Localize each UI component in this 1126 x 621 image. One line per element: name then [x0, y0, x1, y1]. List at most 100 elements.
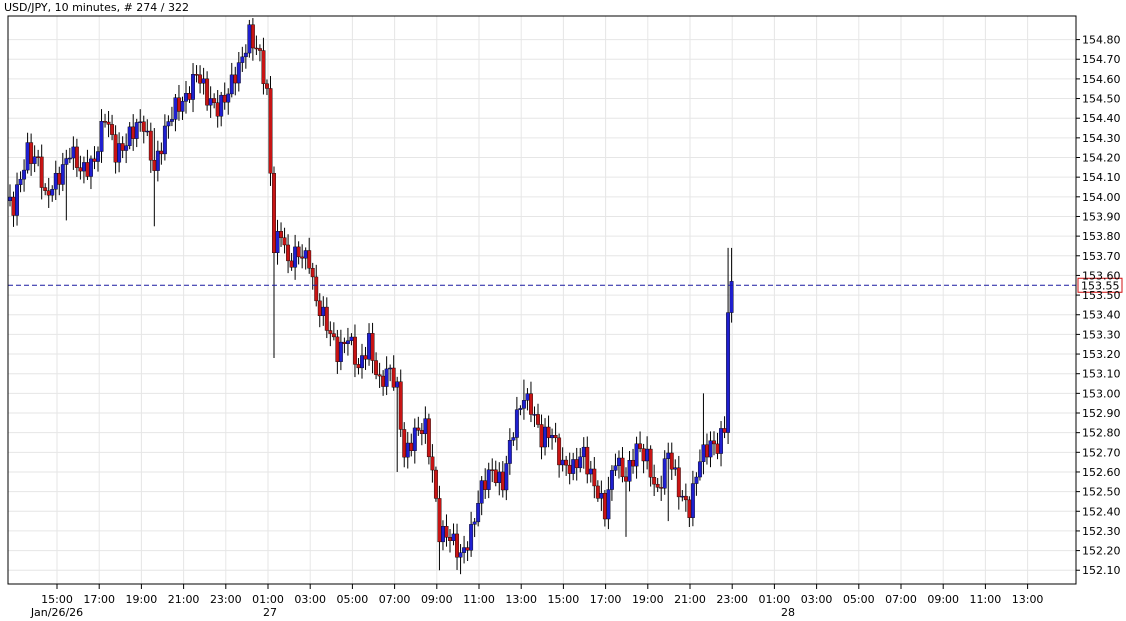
candle-up [367, 333, 371, 360]
candle-down [307, 250, 312, 269]
candle-down [265, 83, 269, 89]
candle-down [159, 150, 164, 155]
candle-down [712, 440, 716, 445]
candle-down [567, 464, 572, 474]
candle-down [705, 444, 709, 458]
candle-down [430, 456, 435, 471]
candle-down [198, 74, 203, 84]
x-tick-label: 03:00 [294, 593, 326, 606]
candle-down [426, 418, 431, 458]
candle-up [226, 93, 231, 103]
candle-up [169, 119, 174, 122]
candle-down [398, 381, 403, 430]
candle-down [152, 159, 157, 171]
candle-up [360, 355, 364, 369]
candle-up [229, 74, 234, 95]
candle-down [370, 333, 375, 361]
candle-up [412, 427, 417, 451]
candle-down [455, 533, 459, 558]
candle-up [25, 142, 30, 171]
candle-up [349, 336, 354, 341]
candle-up [18, 178, 23, 185]
candle-up [423, 418, 428, 435]
candle-up [99, 121, 104, 152]
candle-down [300, 256, 305, 259]
candle-up [532, 414, 537, 416]
candle-down [536, 414, 540, 425]
candle-down [342, 341, 347, 344]
x-tick-label: 15:00 [548, 593, 580, 606]
candle-down [493, 469, 498, 483]
candle-down [655, 483, 660, 488]
x-tick-label: 23:00 [716, 593, 748, 606]
candle-down [46, 190, 51, 196]
candle-up [395, 381, 400, 388]
candle-up [521, 400, 526, 409]
candle-down [433, 469, 438, 499]
candle-up [208, 98, 213, 106]
candle-up [514, 409, 519, 438]
candle-up [117, 143, 122, 163]
candle-up [571, 459, 576, 474]
x-tick-label: 07:00 [379, 593, 411, 606]
candle-down [328, 330, 333, 334]
candle-up [588, 468, 593, 475]
candle-down [631, 459, 635, 467]
candle-down [465, 547, 470, 551]
bar-count-label: , # 274 / 322 [116, 1, 189, 14]
candle-up [645, 448, 650, 462]
y-tick-label: 152.90 [1082, 407, 1121, 420]
candle-up [81, 162, 86, 172]
y-tick-label: 152.80 [1082, 427, 1121, 440]
candle-up [441, 526, 445, 543]
x-tick-label: 19:00 [632, 593, 664, 606]
candle-up [64, 158, 69, 165]
candle-down [215, 102, 220, 117]
candle-down [448, 537, 452, 541]
candle-up [384, 368, 389, 387]
candle-down [529, 393, 533, 415]
candle-up [694, 476, 699, 484]
candle-up [240, 56, 245, 63]
x-tick-label: 05:00 [843, 593, 875, 606]
candle-down [391, 367, 396, 388]
candle-down [546, 426, 551, 439]
candle-down [353, 336, 357, 365]
candle-down [279, 231, 283, 238]
candle-up [127, 126, 132, 146]
candle-up [476, 503, 481, 523]
candle-up [145, 130, 150, 133]
symbol-label: USD/JPY [4, 1, 48, 14]
candle-up [388, 367, 393, 370]
candle-up [22, 169, 27, 180]
candle-up [609, 470, 614, 490]
x-tick-label: 15:00 [41, 593, 73, 606]
candle-down [381, 375, 386, 387]
candle-up [497, 471, 502, 483]
candle-down [261, 50, 266, 84]
y-tick-label: 154.70 [1082, 53, 1121, 66]
chart-header: USD/JPY, 10 minutes, # 274 / 322 [4, 1, 189, 14]
candle-down [669, 452, 674, 470]
candle-up [89, 158, 93, 177]
candle-down [356, 364, 361, 369]
candle-down [187, 93, 192, 100]
candle-down [92, 158, 97, 162]
candle-down [409, 442, 414, 451]
candle-up [96, 151, 100, 162]
x-tick-label: 11:00 [463, 593, 495, 606]
candle-down [602, 492, 607, 520]
candle-down [317, 300, 322, 317]
candle-down [624, 476, 628, 482]
candle-down [29, 142, 34, 164]
y-tick-label: 152.30 [1082, 525, 1121, 538]
axis-layer: 15:00 17:00 19:00 21:00 23:00 01:00 03:00 05:00… [7, 15, 1121, 619]
x-tick-label: 01:00 [252, 593, 284, 606]
candle-up [138, 121, 143, 123]
candle-up [155, 150, 160, 171]
candle-up [701, 444, 706, 462]
y-tick-label: 154.40 [1082, 112, 1121, 125]
candle-down [374, 360, 379, 375]
y-tick-label: 153.10 [1082, 368, 1121, 381]
